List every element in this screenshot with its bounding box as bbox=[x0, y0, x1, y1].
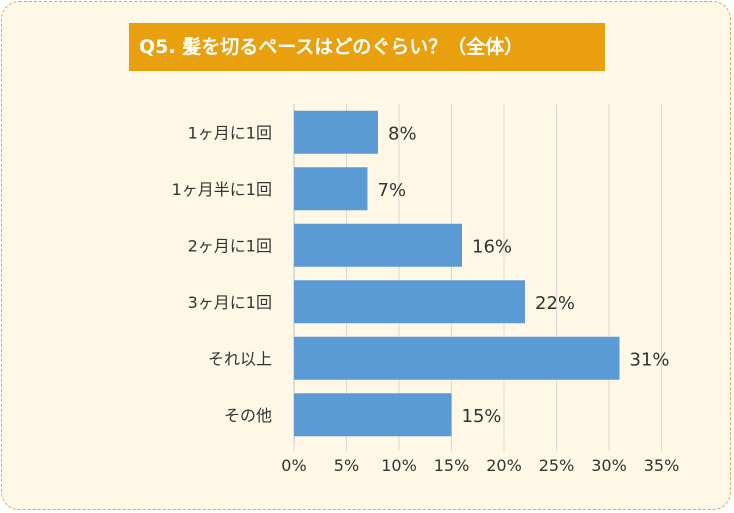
x-tick-label: 25% bbox=[539, 456, 575, 475]
category-label: 1ヶ月に1回 bbox=[188, 123, 272, 142]
chart-title: Q5. 髪を切るペースはどのぐらい？（全体） bbox=[129, 23, 605, 71]
category-label: それ以上 bbox=[208, 349, 272, 368]
category-label: 3ヶ月に1回 bbox=[188, 293, 272, 312]
x-tick-label: 30% bbox=[591, 456, 627, 475]
x-tick-label: 35% bbox=[644, 456, 680, 475]
x-tick-label: 15% bbox=[434, 456, 470, 475]
data-label: 15% bbox=[462, 406, 502, 427]
category-label: その他 bbox=[224, 406, 272, 425]
data-label: 31% bbox=[630, 349, 670, 370]
data-label: 7% bbox=[378, 180, 407, 201]
x-tick-label: 0% bbox=[281, 456, 306, 475]
data-label: 16% bbox=[472, 236, 512, 257]
bar bbox=[294, 336, 620, 380]
bar bbox=[294, 223, 462, 267]
category-label: 1ヶ月半に1回 bbox=[172, 180, 272, 199]
bar bbox=[294, 280, 525, 324]
x-tick-label: 20% bbox=[486, 456, 522, 475]
bar bbox=[294, 393, 452, 437]
x-tick-label: 10% bbox=[381, 456, 417, 475]
data-label: 8% bbox=[388, 123, 417, 144]
data-label: 22% bbox=[535, 293, 575, 314]
x-tick-label: 5% bbox=[334, 456, 359, 475]
bar bbox=[294, 167, 368, 211]
category-label: 2ヶ月に1回 bbox=[188, 236, 272, 255]
bar bbox=[294, 110, 378, 154]
